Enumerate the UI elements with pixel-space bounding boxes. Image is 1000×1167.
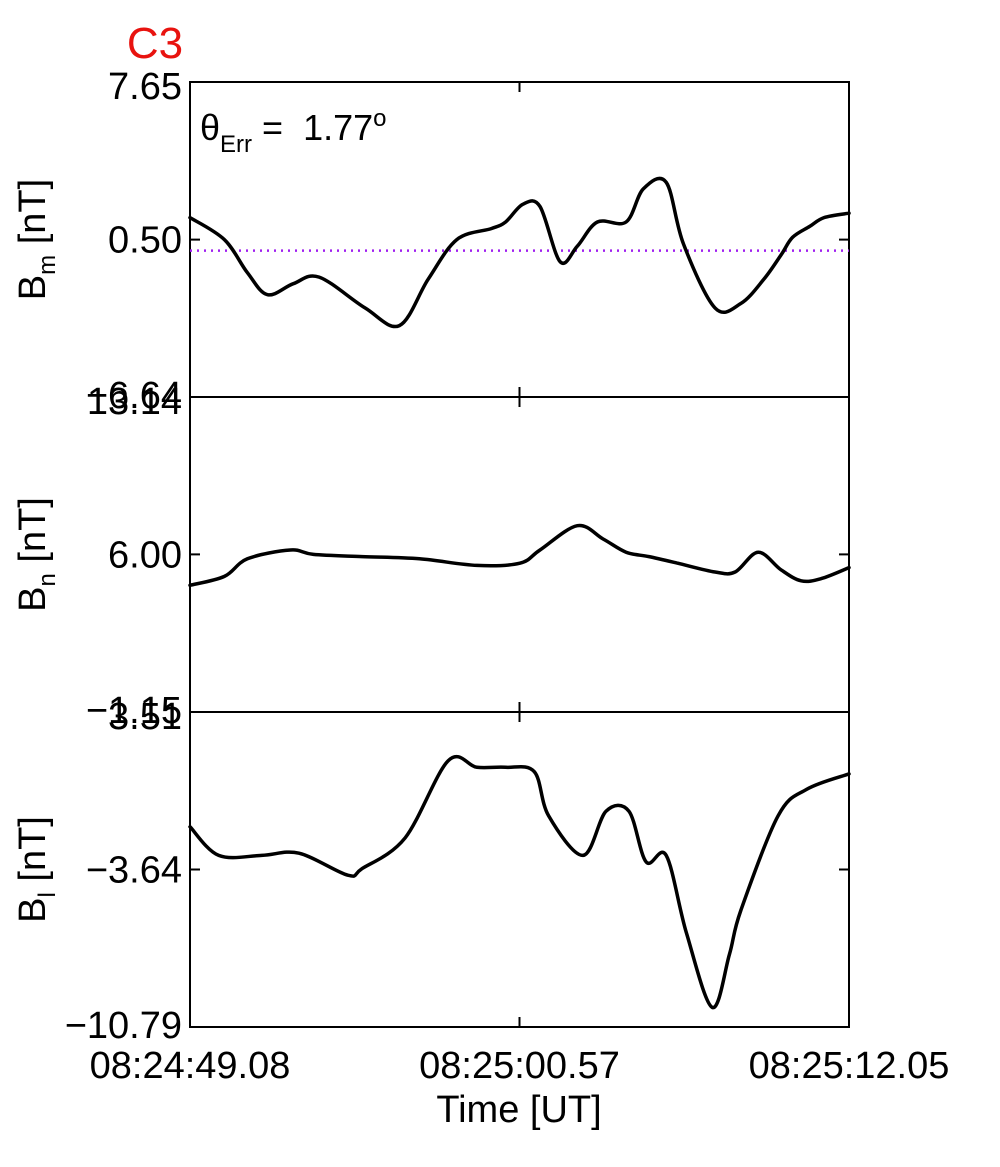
y-label-sub: l	[34, 892, 61, 897]
x-axis-label: Time [UT]	[436, 1089, 601, 1131]
panel-bm: 7.65 0.50 −6.64 Bm [nT]	[12, 66, 851, 417]
theta-value: 1.77	[303, 107, 373, 148]
theta-subscript: Err	[220, 131, 252, 158]
y-tick-label: 3.51	[108, 696, 182, 738]
y-axis-label: Bm [nT]	[12, 179, 61, 300]
panel-bn: 13.14 6.00 −1.15 Bn [nT]	[12, 381, 851, 732]
y-label-unit: [nT]	[12, 179, 54, 255]
y-label-unit: [nT]	[12, 497, 54, 573]
y-axis-label: Bl [nT]	[12, 816, 61, 923]
theta-degree: o	[373, 105, 386, 132]
theta-equals: =	[252, 107, 303, 148]
y-label-sub: m	[34, 255, 61, 275]
series-line	[188, 523, 851, 588]
series-line	[188, 754, 851, 1010]
y-tick-label: −3.64	[86, 850, 182, 892]
y-label-unit: [nT]	[12, 816, 54, 892]
y-tick-label: 13.14	[87, 381, 182, 423]
y-label-sub: n	[34, 573, 61, 586]
y-tick-label: −1.15	[86, 690, 182, 732]
y-tick-label: 0.50	[108, 220, 182, 262]
x-tick-label: 08:25:00.57	[419, 1045, 620, 1087]
y-tick-label: −10.79	[65, 1005, 182, 1047]
series-line	[188, 176, 851, 329]
y-axis-label: Bn [nT]	[12, 497, 61, 612]
y-tick-label: 7.65	[108, 66, 182, 108]
theta-symbol: θ	[200, 107, 220, 148]
panel-frame	[189, 396, 850, 713]
y-label-main: B	[12, 898, 54, 923]
chart-title: C3	[127, 19, 183, 68]
panel-frame	[189, 711, 850, 1028]
x-axis-ticks: 08:24:49.08 08:25:00.57 08:25:12.05	[90, 1045, 950, 1087]
y-tick-label: 6.00	[108, 534, 182, 576]
x-tick-label: 08:25:12.05	[749, 1045, 950, 1087]
theta-error-annotation: θErr = 1.77o	[200, 105, 387, 158]
y-label-main: B	[12, 587, 54, 612]
panel-bl: 3.51 −3.64 −10.79 Bl [nT]	[12, 696, 851, 1047]
y-label-main: B	[12, 275, 54, 300]
x-tick-label: 08:24:49.08	[90, 1045, 291, 1087]
y-tick-label: −6.64	[86, 375, 182, 417]
